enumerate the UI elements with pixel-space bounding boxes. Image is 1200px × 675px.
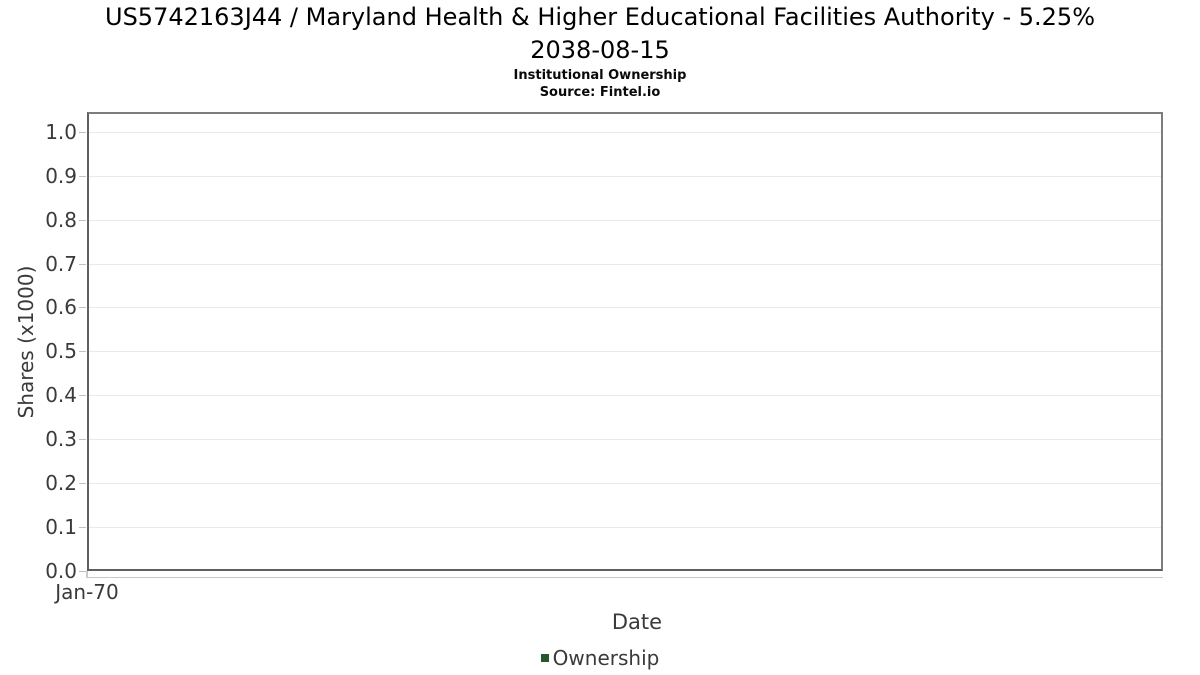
legend-label: Ownership [552, 646, 660, 670]
y-tick-mark [79, 264, 86, 265]
gridline [89, 132, 1161, 133]
y-tick-mark [79, 395, 86, 396]
y-tick-mark [79, 351, 86, 352]
x-tick-label: Jan-70 [55, 580, 119, 604]
y-tick-label: 0.3 [45, 427, 77, 451]
y-tick-mark [79, 439, 86, 440]
plot-area [87, 112, 1163, 571]
gridline [89, 220, 1161, 221]
y-tick-label: 0.2 [45, 471, 77, 495]
chart-title-line1: US5742163J44 / Maryland Health & Higher … [105, 3, 1095, 31]
y-tick-label: 0.6 [45, 295, 77, 319]
gridline [89, 307, 1161, 308]
gridline [89, 264, 1161, 265]
gridline [89, 176, 1161, 177]
y-tick-mark [79, 307, 86, 308]
gridline [89, 527, 1161, 528]
legend-marker-ownership [540, 654, 549, 662]
x-axis-title: Date [611, 610, 663, 634]
y-tick-label: 1.0 [45, 120, 77, 144]
y-tick-mark [79, 220, 86, 221]
y-tick-label: 0.7 [45, 252, 77, 276]
x-axis-line [87, 577, 1163, 578]
chart-subtitle: Institutional Ownership [513, 68, 687, 83]
chart-source: Source: Fintel.io [539, 85, 661, 100]
y-tick-mark [79, 483, 86, 484]
x-tick-mark [86, 571, 88, 578]
gridline [89, 351, 1161, 352]
gridline [89, 483, 1161, 484]
gridline [89, 395, 1161, 396]
y-tick-label: 0.9 [45, 164, 77, 188]
y-tick-mark [79, 571, 86, 572]
legend: Ownership [0, 646, 1200, 670]
y-tick-label: 0.1 [45, 515, 77, 539]
y-tick-label: 0.4 [45, 383, 77, 407]
gridline [89, 439, 1161, 440]
y-tick-label: 0.5 [45, 339, 77, 363]
y-tick-label: 0.8 [45, 208, 77, 232]
y-tick-mark [79, 176, 86, 177]
chart-title-line2: 2038-08-15 [530, 36, 670, 64]
y-tick-mark [79, 527, 86, 528]
y-tick-mark [79, 132, 86, 133]
y-tick-label: 0.0 [45, 559, 77, 583]
